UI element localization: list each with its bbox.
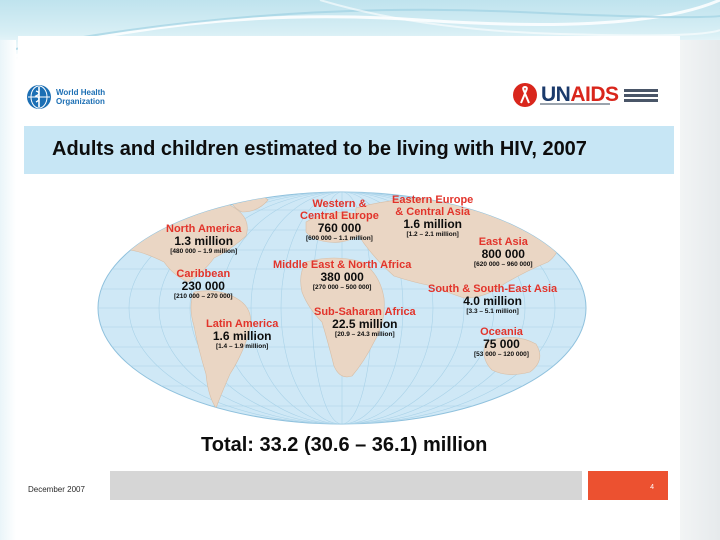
region-middle-east-north-africa: Middle East & North Africa 380 000 [270 … (273, 259, 411, 292)
region-value: 4.0 million (463, 294, 522, 308)
region-value: 800 000 (481, 247, 525, 261)
region-value: 230 000 (181, 279, 225, 293)
region-name: Middle East & North Africa (273, 259, 412, 271)
unaids-subtitle-rule (540, 103, 610, 105)
title-band (24, 126, 674, 174)
region-value: 1.3 million (174, 234, 234, 248)
region-value: 75 000 (483, 337, 520, 351)
unaids-logo-text: UNAIDS (541, 83, 619, 106)
region-range: [1.2 – 2.1 million] (406, 231, 459, 238)
red-ribbon-icon (513, 83, 537, 107)
slide: World Health Organization UNAIDS Adults … (18, 36, 680, 540)
africa-shape (300, 257, 385, 378)
world-map (97, 191, 587, 425)
region-name: Oceania (480, 326, 523, 338)
region-value: 380 000 (320, 270, 364, 284)
region-name-line2: Central Europe (300, 210, 379, 222)
region-value: 22.5 million (332, 317, 398, 331)
region-name: Latin America (206, 318, 279, 330)
region-range: [53 000 – 120 000] (474, 351, 529, 358)
who-emblem-icon (27, 85, 51, 109)
total-estimate: Total: 33.2 (30.6 – 36.1) million (201, 434, 488, 456)
region-name: South & South-East Asia (428, 283, 558, 295)
region-western-central-europe: Western & Central Europe 760 000 [600 00… (300, 198, 379, 243)
region-name: North America (166, 223, 242, 235)
region-value: 1.6 million (212, 329, 272, 343)
region-range: [270 000 – 500 000] (312, 284, 372, 291)
region-value: 1.6 million (403, 217, 462, 231)
footer-date: December 2007 (28, 485, 85, 494)
unaids-logo: UNAIDS (512, 82, 658, 108)
region-oceania: Oceania 75 000 [53 000 – 120 000] (474, 326, 529, 359)
europe-shape (305, 211, 364, 243)
region-name: Western & (312, 198, 367, 210)
region-north-america: North America 1.3 million [480 000 – 1.9… (166, 223, 241, 256)
south-america-shape (190, 290, 251, 409)
region-caribbean: Caribbean 230 000 [210 000 – 270 000] (174, 268, 233, 301)
region-value: 760 000 (317, 221, 362, 235)
region-range: [3.3 – 5.1 million] (466, 308, 519, 315)
region-name: Eastern Europe (392, 194, 474, 206)
region-eastern-europe-central-asia: Eastern Europe & Central Asia 1.6 millio… (392, 194, 473, 239)
region-name: East Asia (478, 236, 528, 248)
right-border-strip (680, 40, 720, 540)
region-sub-saharan-africa: Sub-Saharan Africa 22.5 million [20.9 – … (314, 306, 416, 339)
region-latin-america: Latin America 1.6 million [1.4 – 1.9 mil… (206, 318, 278, 351)
region-name: Caribbean (176, 268, 231, 280)
region-range: [600 000 – 1.1 million] (306, 235, 373, 242)
region-range: [210 000 – 270 000] (174, 293, 233, 300)
region-name-line2: & Central Asia (395, 206, 471, 218)
footer-page-number: 4 (588, 471, 668, 500)
region-south-southeast-asia: South & South-East Asia 4.0 million [3.3… (428, 283, 557, 316)
region-name: Sub-Saharan Africa (314, 306, 416, 318)
region-range: [20.9 – 24.3 million] (335, 331, 395, 338)
footer-bar (110, 471, 582, 500)
slide-title: Adults and children estimated to be livi… (52, 138, 587, 160)
region-east-asia: East Asia 800 000 [620 000 – 960 000] (474, 236, 533, 269)
region-range: [620 000 – 960 000] (474, 261, 533, 268)
who-logo-text: World Health Organization (56, 88, 106, 106)
australia-shape (483, 337, 541, 375)
region-range: [480 000 – 1.9 million] (170, 248, 238, 255)
region-range: [1.4 – 1.9 million] (215, 343, 269, 350)
left-border-strip (0, 40, 16, 540)
unaids-partner-lines (623, 88, 658, 102)
who-logo: World Health Organization (26, 84, 116, 110)
